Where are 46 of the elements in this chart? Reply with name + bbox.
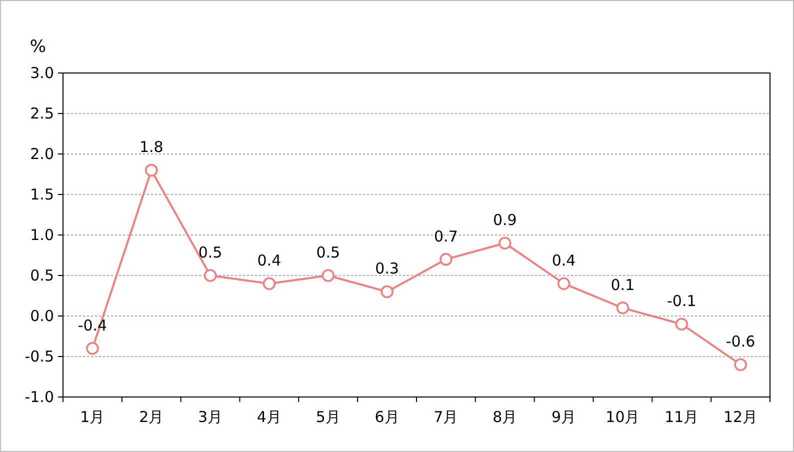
y-tick-label: 2.5: [30, 104, 54, 122]
x-tick-label: 8月: [492, 408, 518, 426]
data-label: 0.9: [492, 211, 517, 230]
point: [557, 277, 570, 290]
data-label: -0.1: [666, 292, 696, 310]
x-tick-label: 9月: [552, 408, 576, 426]
x-tick-label: 5月: [316, 408, 340, 426]
data-label: -0.6: [726, 332, 756, 351]
x-tick-label: 1月: [80, 408, 105, 426]
x-tick-label: 12月: [723, 408, 758, 426]
x-tick-label: 10月: [606, 408, 640, 426]
y-tick-label: 2.0: [30, 145, 54, 163]
data-label: 0.5: [198, 244, 222, 262]
x-tick-label: 6月: [374, 408, 400, 426]
y-tick-label: 0.0: [30, 307, 54, 325]
point: [675, 318, 688, 330]
y-tick-label: -0.5: [24, 348, 54, 366]
point: [144, 164, 158, 177]
data-label: -0.4: [78, 316, 108, 334]
point: [322, 269, 335, 282]
x-tick-label: 2月: [139, 408, 164, 426]
x-tick-label: 11月: [664, 408, 699, 426]
point: [262, 277, 276, 290]
data-label: 0.4: [552, 252, 576, 270]
y-tick-label: 1.0: [30, 226, 54, 244]
data-label: 0.5: [316, 244, 340, 262]
x-tick-label: 4月: [256, 408, 282, 426]
data-label: 0.3: [375, 260, 399, 278]
y-tick-label: 3.0: [30, 64, 54, 82]
y-tick-label: -1.0: [24, 388, 54, 406]
y-tick-label: 1.5: [30, 186, 54, 204]
x-tick-label: 3月: [198, 408, 223, 426]
point: [380, 285, 394, 298]
point: [440, 252, 452, 266]
point: [86, 342, 99, 355]
point: [734, 358, 747, 371]
data-label: 1.8: [139, 138, 164, 156]
y-tick-label: 0.5: [30, 266, 54, 284]
x-tick-label: 7月: [434, 408, 458, 426]
point: [204, 269, 217, 282]
y-axis-title: %: [30, 37, 46, 57]
data-label: 0.4: [257, 252, 282, 270]
point: [498, 236, 512, 250]
data-label: 0.1: [610, 276, 635, 294]
data-label: 0.7: [434, 227, 458, 246]
point: [616, 302, 630, 314]
